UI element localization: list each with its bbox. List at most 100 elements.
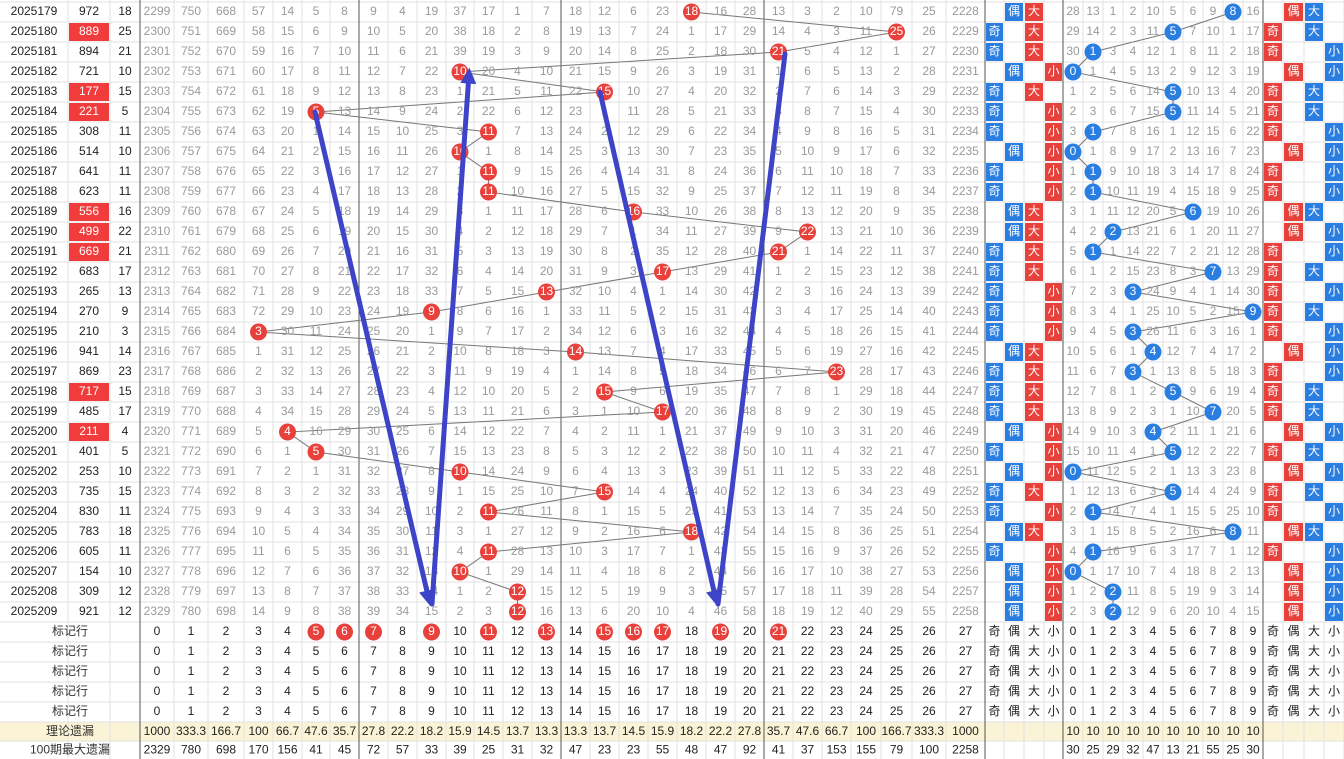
sum-miss: 3: [688, 584, 695, 598]
sum-miss: 2243: [952, 304, 979, 318]
tail-miss: 5: [1250, 404, 1257, 418]
sum-miss: 12: [396, 164, 410, 178]
sum-miss: 69: [252, 244, 266, 258]
sum-miss: 2244: [952, 324, 979, 338]
sum-miss: 31: [743, 64, 757, 78]
sum-miss: 2300: [144, 24, 171, 38]
sum-miss: 23: [569, 104, 583, 118]
sum-miss: 2: [601, 124, 608, 138]
tail-miss: 23: [1246, 144, 1260, 158]
sum-miss: 765: [181, 304, 201, 318]
marker-cell: 26: [922, 684, 936, 698]
marker-cell: 7: [370, 644, 377, 658]
sum-miss: 692: [216, 484, 236, 498]
sum-miss: 28: [890, 584, 904, 598]
tail-miss: 10: [1186, 404, 1200, 418]
sum: 11: [119, 544, 132, 558]
number: 211: [79, 424, 98, 438]
tail-miss: 1: [1170, 124, 1177, 138]
flag-bg: [1045, 123, 1062, 141]
sum-hit: [799, 223, 816, 241]
footer-sum: 13.7: [593, 724, 617, 738]
period: 2025205: [11, 524, 58, 538]
tail-hit-label: 0: [1070, 464, 1077, 478]
flag-bg: [1284, 203, 1303, 221]
flag-label: 偶: [1287, 464, 1299, 478]
flag-label: 大: [1028, 264, 1040, 278]
sum-miss: 39: [367, 604, 381, 618]
marker-cell: 7: [370, 684, 377, 698]
flag-label: 奇: [988, 244, 1000, 258]
sum-miss: 14: [627, 484, 641, 498]
sum-miss: 16: [367, 144, 381, 158]
sum-miss: 40: [922, 304, 936, 318]
marker-cell: 0: [1070, 644, 1077, 658]
sum-miss: 26: [714, 204, 728, 218]
flag-bg: [1005, 523, 1023, 541]
sum-miss: 2258: [952, 604, 979, 618]
tail-hit-label: 0: [1070, 64, 1077, 78]
sum-miss: 4: [659, 344, 666, 358]
sum-hit: [423, 303, 440, 321]
tail-miss: 1: [1190, 224, 1197, 238]
sum-miss: 8: [833, 524, 840, 538]
tail-miss: 9: [1090, 424, 1097, 438]
sum-hit: [683, 3, 700, 21]
sum-miss: 2299: [144, 4, 171, 18]
sum-miss: 6: [659, 524, 666, 538]
tail-miss: 1: [1090, 144, 1097, 158]
flag-bg: [1325, 583, 1343, 601]
sum-miss: 28: [714, 244, 728, 258]
period: 2025192: [11, 264, 58, 278]
tail-miss: 2: [1170, 424, 1177, 438]
marker-cell: 小: [1328, 704, 1340, 718]
tail-miss: 2: [1190, 244, 1197, 258]
sum-miss: 18: [714, 44, 728, 58]
marker-cell: 8: [1230, 664, 1237, 678]
sum-miss: 6: [543, 404, 550, 418]
marker-cell: 25: [890, 704, 904, 718]
marker-cell: 0: [1070, 664, 1077, 678]
flag-label: 小: [1047, 104, 1059, 118]
flag-bg: [1284, 343, 1303, 361]
footer-tail: 10: [1186, 724, 1200, 738]
flag-bg: [1284, 523, 1303, 541]
tail-miss: 24: [1246, 164, 1260, 178]
sum-miss: 1: [601, 504, 608, 518]
flag-bg: [1025, 83, 1043, 101]
tail-hit: [1064, 563, 1082, 581]
marker-cell: 3: [1130, 704, 1137, 718]
sum-miss: 13: [453, 404, 467, 418]
marker-cell: 13: [540, 644, 554, 658]
tail-miss: 25: [1226, 504, 1240, 518]
tail-miss: 4: [1110, 304, 1117, 318]
flag-bg: [1264, 443, 1282, 461]
sum-miss: 7: [659, 544, 666, 558]
sum-miss: 49: [743, 424, 757, 438]
sum-miss: 13: [540, 544, 554, 558]
footer-sum: 333.3: [176, 724, 206, 738]
sum-miss: 17: [511, 324, 525, 338]
footer-sum: 14.5: [622, 724, 646, 738]
sum-miss: 27: [714, 224, 728, 238]
sum-miss: 5: [399, 24, 406, 38]
flag-label: 大: [1308, 484, 1320, 498]
period: 2025183: [11, 84, 58, 98]
sum-miss: 29: [743, 24, 757, 38]
tail-miss: 8: [1090, 404, 1097, 418]
tail-miss: 9: [1250, 484, 1257, 498]
sum-miss: 18: [569, 4, 583, 18]
footer-sum: 22.2: [391, 724, 415, 738]
tail-miss: 6: [1110, 104, 1117, 118]
tail-miss: 10: [1146, 4, 1160, 18]
flag-label: 小: [1047, 564, 1059, 578]
flag-bg: [1025, 43, 1043, 61]
flag-label: 大: [1028, 524, 1040, 538]
sum-hit-label: 21: [772, 44, 786, 58]
number: 894: [79, 44, 99, 58]
flag-label: 偶: [1008, 584, 1020, 598]
sum-miss: 14: [482, 464, 496, 478]
tail-miss: 9: [1110, 404, 1117, 418]
tail-miss: 7: [1190, 24, 1197, 38]
marker-cell: 21: [772, 664, 786, 678]
